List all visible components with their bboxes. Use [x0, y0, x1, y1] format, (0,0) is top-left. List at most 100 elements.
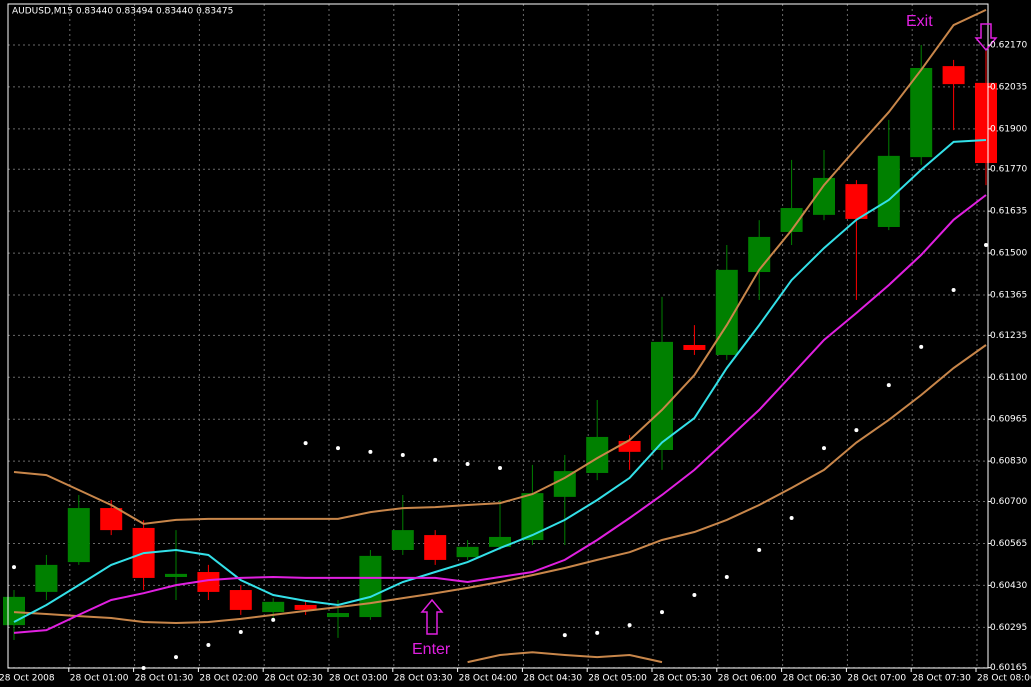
- candle-body: [910, 67, 933, 158]
- x-tick-label: 28 Oct 04:30: [523, 674, 582, 684]
- y-tick-label: 0.61635: [990, 207, 1027, 217]
- y-tick-label: 0.60165: [990, 663, 1027, 673]
- x-tick-label: 28 Oct 02:30: [264, 674, 323, 684]
- sar-dot: [984, 243, 988, 248]
- sar-dot: [660, 610, 664, 615]
- sar-dot: [368, 449, 373, 454]
- candle-body: [100, 508, 123, 531]
- sar-dot: [336, 446, 340, 451]
- candle-body: [456, 546, 479, 558]
- candle-body: [165, 573, 187, 578]
- candle-body: [197, 572, 220, 592]
- indicator-line: [13, 139, 987, 623]
- sar-dot: [271, 617, 276, 622]
- sar-dot: [238, 629, 243, 634]
- sar-dot: [206, 643, 211, 648]
- y-tick-label: 0.61900: [990, 124, 1027, 134]
- x-tick-label: 28 Oct 07:30: [912, 674, 971, 684]
- y-tick-label: 0.61100: [990, 373, 1027, 383]
- candle-body: [942, 66, 965, 85]
- x-tick-label: 28 Oct 04:00: [459, 674, 518, 684]
- candle-body: [618, 440, 641, 452]
- y-tick-label: 0.60700: [990, 497, 1027, 507]
- candle-body: [67, 508, 90, 563]
- sar-dot: [400, 452, 405, 457]
- chart-title: AUDUSD,M15 0.83440 0.83494 0.83440 0.834…: [12, 7, 233, 17]
- candle-body: [391, 530, 414, 550]
- candle-body: [359, 555, 382, 618]
- y-tick-label: 0.61770: [990, 165, 1027, 175]
- x-tick-label: 28 Oct 03:30: [394, 674, 453, 684]
- candle-body: [229, 590, 252, 610]
- enter-label: Enter: [412, 641, 451, 658]
- sar-dot: [465, 461, 470, 466]
- enter-arrow: [420, 598, 444, 635]
- y-tick-label: 0.62035: [990, 82, 1027, 92]
- x-tick-label: 28 Oct 05:30: [653, 674, 712, 684]
- x-tick-label: 28 Oct 07:00: [847, 674, 906, 684]
- exit-arrow: [974, 23, 998, 52]
- y-tick-label: 0.62170: [990, 40, 1027, 50]
- sar-dot: [886, 383, 891, 388]
- indicator-line: [13, 8, 987, 525]
- sar-dot: [789, 515, 794, 520]
- sar-dot: [433, 457, 438, 462]
- sar-dot: [692, 593, 697, 598]
- y-tick-label: 0.61235: [990, 331, 1027, 341]
- y-tick-label: 0.60830: [990, 457, 1027, 467]
- x-tick-label: 28 Oct 06:00: [718, 674, 777, 684]
- x-tick-label: 28 Oct 06:30: [783, 674, 842, 684]
- candle-body: [813, 177, 835, 215]
- candle-body: [521, 493, 544, 541]
- indicator-line: [467, 651, 663, 664]
- x-tick-label: 28 Oct 2008: [0, 674, 55, 684]
- candle-body: [748, 236, 771, 273]
- x-tick-label: 28 Oct 08:00: [977, 674, 1031, 684]
- candle-body: [35, 564, 58, 592]
- candle-body: [553, 471, 576, 497]
- sar-dot: [854, 428, 859, 433]
- sar-dot: [951, 288, 956, 293]
- candle-body: [294, 604, 317, 610]
- candle-body: [780, 208, 803, 232]
- candle-body: [975, 82, 997, 164]
- sar-dot: [562, 633, 567, 638]
- candle-body: [586, 436, 609, 473]
- x-tick-label: 28 Oct 01:00: [70, 674, 129, 684]
- candle-body: [262, 601, 285, 613]
- sar-dot: [627, 623, 632, 628]
- y-tick-label: 0.61500: [990, 249, 1027, 259]
- sar-dot: [498, 465, 502, 470]
- candle-body: [683, 345, 706, 350]
- candle-body: [327, 613, 349, 618]
- plot: [3, 8, 997, 670]
- y-tick-label: 0.60430: [990, 581, 1027, 591]
- y-tick-label: 0.61365: [990, 291, 1027, 301]
- sar-dot: [757, 547, 762, 552]
- sar-dot: [595, 630, 600, 635]
- candle-body: [877, 155, 900, 227]
- sar-dot: [303, 441, 308, 446]
- y-tick-label: 0.60295: [990, 623, 1027, 633]
- candle-body: [424, 535, 447, 560]
- sar-dot: [12, 565, 16, 570]
- sar-dot: [174, 655, 178, 660]
- plot-frame: [7, 3, 989, 669]
- indicator-line: [13, 194, 987, 634]
- exit-label: Exit: [906, 13, 933, 30]
- x-tick-label: 28 Oct 05:00: [588, 674, 647, 684]
- x-tick-label: 28 Oct 03:00: [329, 674, 388, 684]
- candle-body: [845, 184, 868, 219]
- sar-dot: [919, 344, 924, 349]
- candle-body: [651, 341, 673, 450]
- y-tick-label: 0.60965: [990, 415, 1027, 425]
- y-tick-label: 0.60565: [990, 539, 1027, 549]
- candle-body: [489, 536, 511, 547]
- x-tick-label: 28 Oct 01:30: [135, 674, 194, 684]
- sar-dot: [724, 575, 729, 580]
- indicator-line: [13, 344, 987, 625]
- sar-dot: [822, 446, 826, 451]
- x-tick-label: 28 Oct 02:00: [199, 674, 258, 684]
